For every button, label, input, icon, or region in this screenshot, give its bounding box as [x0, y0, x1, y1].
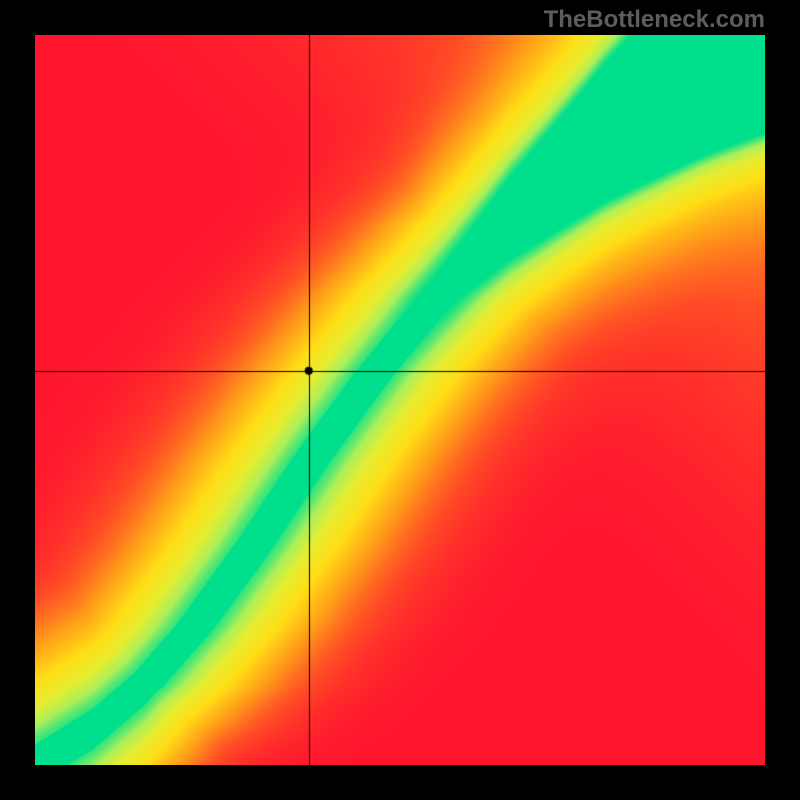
chart-container: TheBottleneck.com: [0, 0, 800, 800]
bottleneck-heatmap: [35, 35, 765, 765]
watermark-text: TheBottleneck.com: [544, 6, 765, 34]
